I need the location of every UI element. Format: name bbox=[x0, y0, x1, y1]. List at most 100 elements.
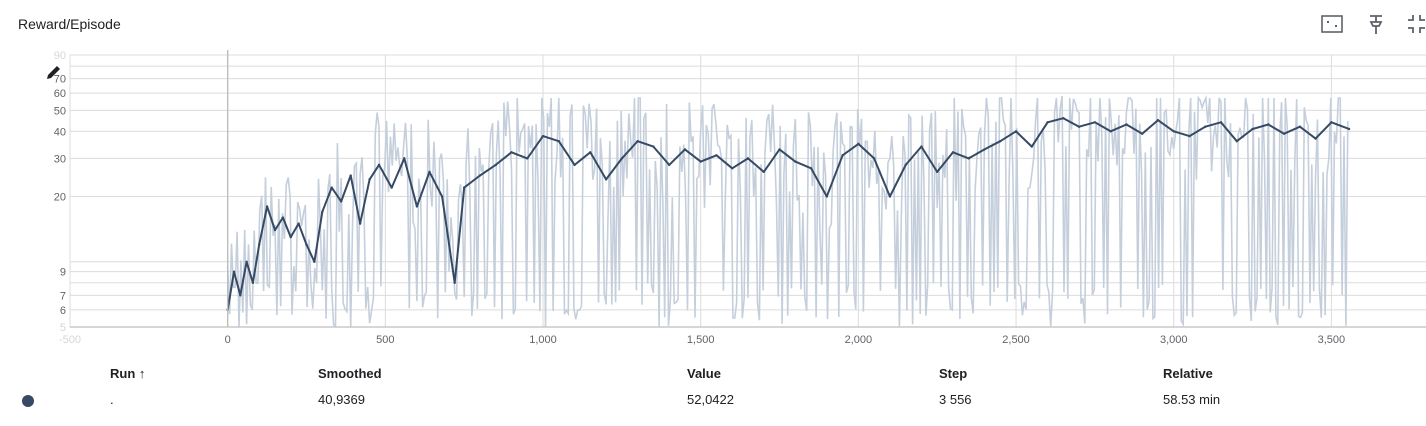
smoothed-point bbox=[1014, 130, 1018, 133]
y-tick-label: 7 bbox=[60, 290, 66, 302]
smoothed-point bbox=[358, 222, 362, 225]
collapse-icon[interactable] bbox=[1406, 12, 1426, 36]
smoothed-point bbox=[390, 186, 393, 189]
col-header-relative[interactable]: Relative bbox=[1163, 366, 1213, 381]
col-header-smoothed[interactable]: Smoothed bbox=[318, 366, 382, 381]
smoothed-point bbox=[494, 163, 497, 167]
smoothed-point bbox=[1030, 145, 1034, 148]
x-tick-label: 500 bbox=[376, 334, 394, 346]
smoothed-point bbox=[573, 163, 576, 167]
step-value: 3 556 bbox=[939, 392, 972, 407]
smoothed-point bbox=[526, 157, 529, 160]
y-tick-label: 6 bbox=[60, 305, 66, 317]
smoothed-point bbox=[1125, 123, 1128, 126]
x-tick-label: 1,500 bbox=[687, 334, 715, 346]
smoothed-point bbox=[313, 260, 316, 263]
smoothed-point bbox=[368, 178, 371, 181]
smoothed-point bbox=[1156, 119, 1160, 122]
smoothed-point bbox=[289, 235, 292, 239]
y-tick-label: 5 bbox=[60, 322, 66, 334]
smoothed-point bbox=[999, 140, 1002, 143]
smoothed-point bbox=[1347, 127, 1351, 131]
smoothed-point bbox=[510, 151, 513, 154]
y-tick-label: 50 bbox=[54, 105, 66, 117]
x-axis-ticks: -500 0 500 1,000 1,500 2,000 2,500 3,000 3,500 bbox=[59, 334, 1345, 346]
smoothed-point bbox=[778, 148, 781, 151]
col-header-run[interactable]: Run ↑ bbox=[110, 366, 146, 381]
smoothed-point bbox=[377, 163, 381, 167]
smoothed-point bbox=[762, 170, 765, 174]
run-color-swatch bbox=[22, 395, 34, 407]
smoothed-point bbox=[1204, 125, 1207, 128]
x-tick-label: -500 bbox=[59, 334, 81, 346]
smoothed-point bbox=[1298, 125, 1302, 128]
x-tick-label: 2,000 bbox=[845, 334, 873, 346]
smoothed-point bbox=[1235, 140, 1238, 143]
smoothed-point bbox=[652, 145, 655, 148]
smoothed-point bbox=[1077, 125, 1081, 128]
smoothed-point bbox=[478, 174, 482, 177]
raw-series bbox=[226, 94, 1349, 328]
smoothed-point bbox=[239, 294, 242, 297]
col-header-step[interactable]: Step bbox=[939, 366, 968, 381]
smoothed-point bbox=[620, 157, 624, 160]
smoothed-point bbox=[967, 157, 970, 160]
relative-time: 58.53 min bbox=[1163, 392, 1221, 407]
smoothed-point bbox=[715, 154, 718, 157]
smoothed-point bbox=[403, 157, 406, 160]
smoothed-point bbox=[794, 160, 797, 163]
x-tick-label: 0 bbox=[225, 334, 231, 346]
smoothed-point bbox=[305, 243, 308, 246]
raw-line bbox=[226, 94, 1349, 328]
y-tick-label: 90 bbox=[54, 50, 66, 62]
smoothed-point bbox=[1330, 121, 1333, 124]
smoothed-point bbox=[251, 281, 255, 284]
smoothed-point bbox=[857, 142, 860, 146]
smoothed-point bbox=[281, 216, 285, 219]
smoothed-point bbox=[667, 163, 671, 167]
x-tick-label: 3,000 bbox=[1160, 334, 1188, 346]
smoothed-point bbox=[428, 170, 431, 174]
smoothed-point bbox=[1046, 121, 1049, 124]
smoothed-point bbox=[321, 210, 324, 214]
smoothed-point bbox=[983, 148, 986, 151]
smoothed-point bbox=[731, 167, 734, 170]
smoothed-point bbox=[1267, 123, 1270, 126]
smoothed-point bbox=[453, 281, 456, 284]
smoothed-point bbox=[872, 157, 876, 160]
y-tick-label: 60 bbox=[54, 88, 66, 100]
y-tick-label: 9 bbox=[60, 267, 66, 279]
smoothed-point bbox=[1093, 121, 1097, 124]
y-axis-ticks: 5 6 7 9 20 30 40 50 60 70 90 bbox=[54, 50, 66, 334]
smoothed-point bbox=[1140, 132, 1144, 135]
smoothed-point bbox=[340, 200, 343, 203]
smoothed-point bbox=[683, 148, 687, 151]
x-tick-label: 1,000 bbox=[529, 334, 557, 346]
pin-icon[interactable] bbox=[1364, 12, 1388, 36]
smoothed-point bbox=[297, 222, 300, 225]
smoothed-point bbox=[604, 178, 608, 181]
smoothed-point bbox=[330, 186, 333, 189]
smoothed-point bbox=[541, 134, 545, 138]
smoothed-point bbox=[273, 228, 277, 232]
smoothed-point bbox=[888, 195, 892, 198]
smoothed-point bbox=[589, 151, 592, 154]
edit-pencil-icon[interactable] bbox=[47, 66, 60, 79]
smoothed-point bbox=[349, 174, 352, 177]
smoothed-point bbox=[936, 170, 939, 174]
smoothed-point bbox=[1062, 116, 1065, 120]
x-tick-label: 3,500 bbox=[1318, 334, 1346, 346]
col-header-value[interactable]: Value bbox=[687, 366, 721, 381]
smoothed-point bbox=[557, 140, 560, 143]
smoothed-point bbox=[1314, 137, 1317, 140]
y-tick-label: 20 bbox=[54, 192, 66, 204]
run-name: . bbox=[110, 392, 114, 407]
chart-title: Reward/Episode bbox=[18, 16, 121, 32]
y-tick-label: 40 bbox=[54, 126, 66, 138]
axes bbox=[70, 50, 1426, 328]
smoothed-point bbox=[258, 243, 261, 246]
smoothed-value: 40,9369 bbox=[318, 392, 365, 407]
fit-domain-icon[interactable] bbox=[1320, 12, 1344, 36]
smoothed-point bbox=[415, 205, 419, 208]
